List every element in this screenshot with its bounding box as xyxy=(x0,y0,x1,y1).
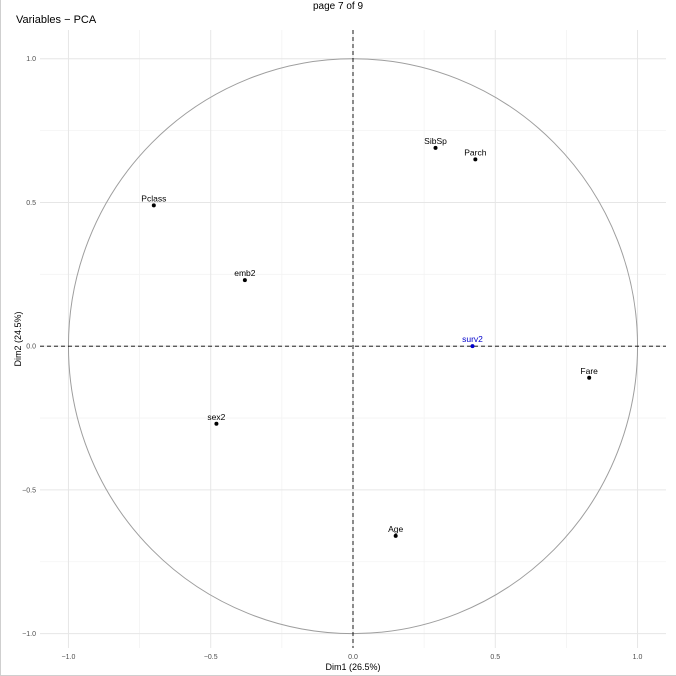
page-indicator: page 7 of 9 xyxy=(312,1,364,12)
data-point-emb2 xyxy=(242,278,247,283)
tick-labels-layer: −1.0 −0.5 0.0 0.5 1.0 −1.0 −0.5 0.0 0.5 1.0 xyxy=(22,56,642,661)
point-label-fare: Fare xyxy=(580,366,598,376)
x-tick-label: 0.0 xyxy=(348,654,358,661)
x-tick-label: 1.0 xyxy=(633,654,643,661)
data-point-surv2 xyxy=(470,344,475,349)
data-point-pclass xyxy=(151,203,156,208)
x-tick-label: −1.0 xyxy=(62,654,76,661)
y-axis-label: Dim2 (24.5%) xyxy=(13,311,23,366)
zero-axes-layer xyxy=(40,30,666,648)
y-tick-label: −1.0 xyxy=(22,631,36,638)
point-label-surv2: surv2 xyxy=(462,334,483,344)
points-layer: SibSp Parch Pclass emb2 surv2 Fare sex2 Age xyxy=(141,136,598,538)
x-tick-label: −0.5 xyxy=(204,654,218,661)
data-point-fare xyxy=(587,375,592,380)
chart-title: Variables − PCA xyxy=(16,14,97,26)
data-point-sibsp xyxy=(433,145,438,150)
point-label-sex2: sex2 xyxy=(207,412,225,422)
point-label-pclass: Pclass xyxy=(141,193,166,203)
y-tick-label: 0.5 xyxy=(26,200,36,207)
y-tick-label: 0.0 xyxy=(26,344,36,351)
data-point-parch xyxy=(473,157,478,162)
y-tick-label: 1.0 xyxy=(26,56,36,63)
x-tick-label: 0.5 xyxy=(490,654,500,661)
y-tick-label: −0.5 xyxy=(22,487,36,494)
data-point-age xyxy=(393,533,398,538)
x-axis-label: Dim1 (26.5%) xyxy=(325,662,380,672)
data-point-sex2 xyxy=(214,421,219,426)
point-label-sibsp: SibSp xyxy=(424,136,447,146)
point-label-emb2: emb2 xyxy=(234,268,256,278)
point-label-parch: Parch xyxy=(464,147,486,157)
point-label-age: Age xyxy=(388,524,403,534)
